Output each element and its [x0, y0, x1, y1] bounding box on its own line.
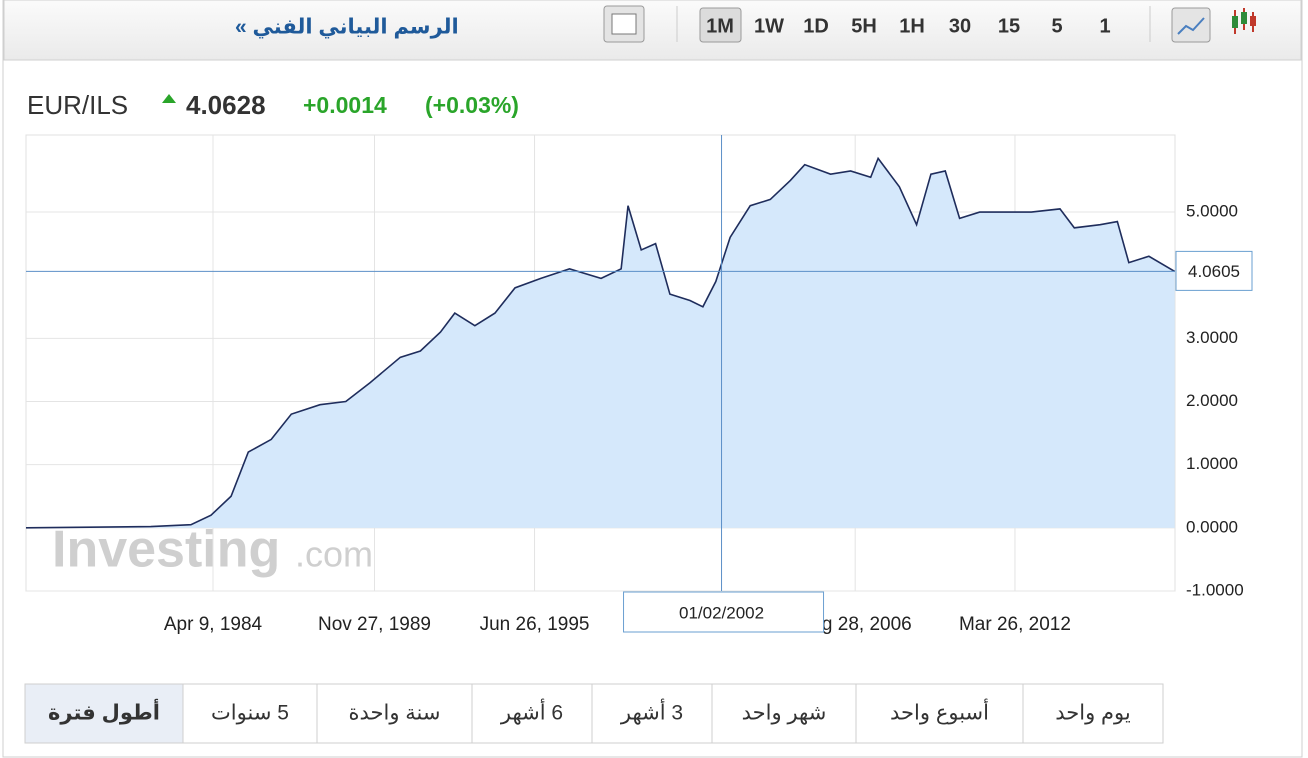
tab-label[interactable]: شهر واحد: [742, 702, 827, 725]
interval-button[interactable]: 15: [998, 15, 1020, 37]
interval-button[interactable]: 1D: [803, 15, 829, 37]
crosshair-y-label: 4.0605: [1188, 262, 1240, 281]
header-bar: [3, 0, 1302, 61]
symbol: EUR/ILS: [27, 90, 128, 120]
y-tick-label: 2.0000: [1186, 391, 1238, 410]
header-title[interactable]: الرسم البياني الفني »: [235, 16, 459, 39]
watermark: Investing: [52, 521, 280, 579]
crosshair-y-box: [1175, 250, 1253, 291]
tab[interactable]: [24, 683, 184, 744]
tab[interactable]: [316, 683, 473, 744]
tab-label[interactable]: 3 أشهر: [620, 699, 683, 725]
interval-selected: [699, 7, 742, 43]
up-arrow: [162, 94, 176, 103]
chart: Investing .com -1.0000 0.0000 1.0000 2.0000 3.…: [25, 135, 1253, 635]
interval-button[interactable]: 30: [949, 15, 971, 37]
tab-label[interactable]: 6 أشهر: [500, 699, 563, 725]
watermark-suffix: .com: [295, 534, 373, 575]
x-tick-label: Aug 28, 2006: [799, 614, 912, 635]
tab-label[interactable]: أطول فترة: [48, 698, 160, 725]
area-fill: [26, 158, 1175, 528]
line-chart-icon[interactable]: [1171, 7, 1211, 43]
tab[interactable]: [1022, 683, 1164, 744]
x-tick-label: Apr 9, 1984: [164, 614, 263, 635]
tab-label[interactable]: 5 سنوات: [211, 702, 289, 725]
price-line: [25, 156, 1176, 529]
tab-label[interactable]: يوم واحد: [1055, 702, 1131, 725]
tab[interactable]: [711, 683, 857, 744]
interval-button[interactable]: 5: [1051, 15, 1062, 37]
y-tick-label: -1.0000: [1186, 580, 1244, 599]
x-tick-label: Nov 27, 1989: [318, 614, 431, 635]
crosshair-x-label: 01/02/2002: [679, 603, 764, 622]
y-tick-label: 1.0000: [1186, 454, 1238, 473]
change: +0.0014: [303, 92, 387, 118]
interval-button[interactable]: 5H: [851, 15, 877, 37]
tab[interactable]: [182, 683, 318, 744]
interval-button[interactable]: 1M: [706, 15, 734, 37]
y-tick-label: 0.0000: [1186, 517, 1238, 536]
interval-button[interactable]: 1: [1099, 15, 1110, 37]
tab-label[interactable]: أسبوع واحد: [890, 699, 989, 725]
layout-icon-inner: [611, 13, 637, 35]
price: 4.0628: [186, 90, 266, 120]
candle-icon[interactable]: [1232, 8, 1256, 34]
tabs: أطول فترة 5 سنوات سنة واحدة 6 أشهر 3 أشهر شهر…: [24, 683, 1164, 744]
crosshair-x-box: [623, 591, 825, 633]
tab-label[interactable]: سنة واحدة: [348, 702, 440, 725]
y-tick-label: 5.0000: [1186, 202, 1238, 221]
x-tick-label: Mar 26, 2012: [959, 614, 1071, 635]
tab[interactable]: [471, 683, 593, 744]
interval-button[interactable]: 1H: [899, 15, 925, 37]
line-chart-glyph: [1177, 17, 1205, 35]
change-percent: (+0.03%): [425, 92, 519, 118]
y-tick-label: 3.0000: [1186, 328, 1238, 347]
x-tick-label: Jun 26, 1995: [480, 614, 590, 635]
interval-button[interactable]: 1W: [754, 15, 784, 37]
